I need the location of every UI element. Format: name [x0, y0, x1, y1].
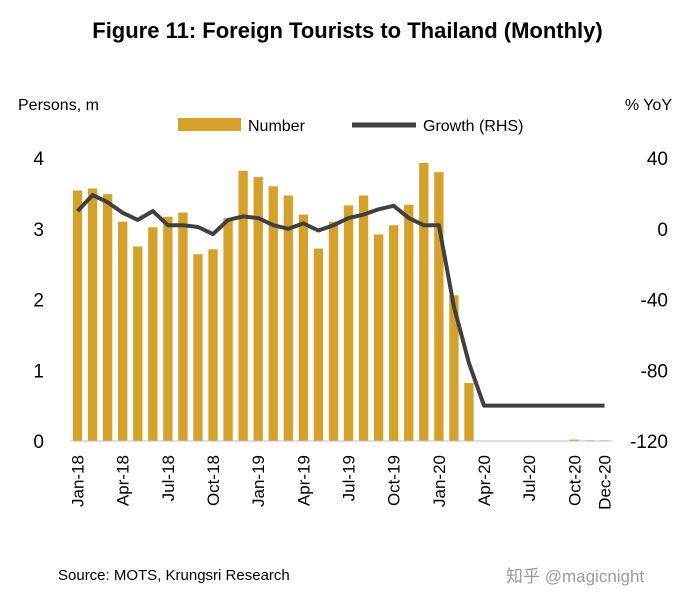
x-tick-label: Oct-19 — [385, 455, 404, 506]
right-axis-label: % YoY — [625, 97, 672, 114]
legend: Number Growth (RHS) — [178, 118, 523, 135]
growth-line-series — [76, 193, 605, 408]
bar-may-18 — [133, 246, 143, 441]
bar-dec-19 — [419, 162, 429, 441]
bar-nov-19 — [404, 204, 414, 441]
chart-title: Figure 11: Foreign Tourists to Thailand … — [92, 18, 603, 43]
right-axis-ticks: -120 -80 -40 0 40 — [630, 149, 668, 453]
bar-sep-19 — [373, 234, 384, 441]
bar-mar-20 — [464, 382, 474, 441]
bar-jul-19 — [343, 205, 354, 441]
legend-line-label: Growth (RHS) — [423, 118, 523, 135]
left-tick-label: 4 — [33, 149, 44, 170]
growth-line — [76, 193, 605, 408]
x-tick-label: Jan-20 — [430, 455, 449, 507]
bar-apr-19 — [298, 214, 309, 441]
bar-feb-18 — [87, 188, 98, 441]
x-tick-label: Jan-19 — [249, 455, 268, 507]
right-tick-label: -40 — [641, 291, 668, 312]
x-tick-label: Jul-19 — [340, 455, 359, 501]
x-tick-label: Apr-19 — [294, 455, 313, 506]
legend-bar-label: Number — [248, 118, 306, 135]
bar-dec-18 — [238, 170, 248, 442]
source-note: Source: MOTS, Krungsri Research — [58, 567, 290, 584]
bar-may-19 — [313, 248, 324, 441]
x-tick-label: Oct-20 — [565, 455, 584, 506]
right-tick-label: -120 — [630, 432, 668, 453]
x-tick-label: Oct-18 — [204, 455, 223, 506]
bar-sep-18 — [193, 254, 203, 441]
bar-jan-20 — [434, 172, 444, 441]
legend-bar-swatch — [178, 118, 241, 131]
left-tick-label: 1 — [33, 361, 44, 382]
bar-aug-18 — [178, 212, 188, 441]
x-tick-label: Apr-18 — [114, 455, 133, 506]
left-tick-label: 2 — [33, 291, 44, 312]
x-tick-label: Dec-20 — [595, 455, 614, 510]
x-tick-label: Jan-18 — [69, 455, 88, 507]
bar-aug-19 — [358, 195, 369, 441]
x-tick-label: Apr-20 — [475, 455, 494, 506]
bar-jun-18 — [148, 227, 158, 441]
bar-oct-18 — [208, 249, 218, 441]
bar-jul-18 — [163, 216, 173, 441]
x-tick-label: Jul-20 — [520, 455, 539, 501]
bar-apr-18 — [118, 221, 128, 441]
bar-oct-20 — [569, 439, 580, 441]
bar-mar-19 — [283, 195, 293, 441]
watermark: 知乎 @magicnight — [506, 567, 645, 586]
bar-feb-20 — [449, 295, 459, 441]
right-tick-label: 0 — [657, 220, 668, 241]
bar-jun-19 — [328, 221, 339, 441]
x-tick-label: Jul-18 — [159, 455, 178, 501]
bar-jan-18 — [72, 190, 83, 441]
bar-jan-19 — [253, 177, 263, 442]
right-tick-label: 40 — [647, 149, 668, 170]
left-axis-ticks: 0 1 2 3 4 — [33, 149, 44, 453]
x-axis-ticks: Jan-18 Apr-18 Jul-18 Oct-18 Jan-19 Apr-19 Jul-… — [69, 455, 615, 510]
bar-oct-19 — [389, 225, 399, 441]
bar-series — [72, 162, 610, 442]
left-axis-label: Persons, m — [18, 97, 99, 114]
right-tick-label: -80 — [641, 361, 668, 382]
left-tick-label: 0 — [33, 432, 44, 453]
bar-mar-18 — [102, 194, 113, 441]
left-tick-label: 3 — [33, 220, 44, 241]
bar-nov-18 — [223, 218, 233, 441]
bar-feb-19 — [268, 186, 278, 441]
